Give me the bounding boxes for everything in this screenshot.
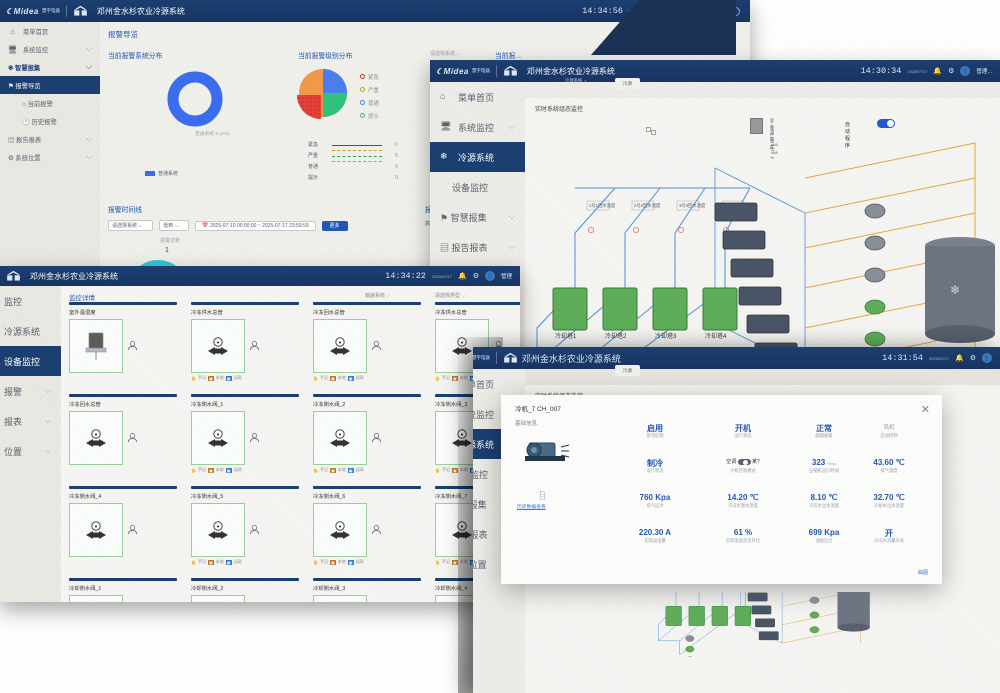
svg-text:冷却塔4: 冷却塔4 xyxy=(705,332,727,340)
svg-text:冷却塔1: 冷却塔1 xyxy=(555,332,577,340)
svg-text:2号2回水温度: 2号2回水温度 xyxy=(634,202,661,209)
svg-text:冷却塔2: 冷却塔2 xyxy=(605,332,627,340)
svg-text:❄: ❄ xyxy=(950,283,960,297)
svg-text:3号3回水温度: 3号3回水温度 xyxy=(679,202,706,209)
svg-text:1号1回水温度: 1号1回水温度 xyxy=(589,202,616,209)
svg-text:冷却塔3: 冷却塔3 xyxy=(655,332,677,340)
